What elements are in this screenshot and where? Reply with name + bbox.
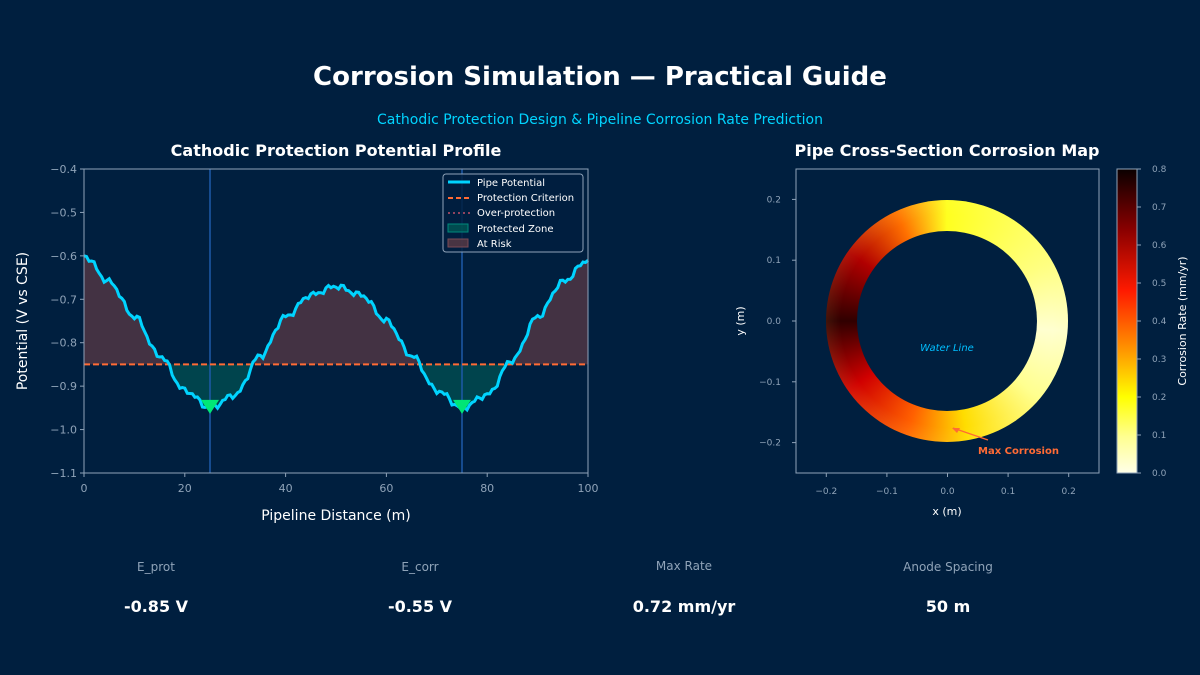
corrosion-x-label: x (m) bbox=[932, 505, 961, 518]
metric-label-anode-spacing: Anode Spacing bbox=[903, 560, 993, 574]
anode-marker-icon bbox=[453, 399, 471, 414]
metric-value-e-prot: -0.85 V bbox=[123, 597, 189, 616]
potential-plot-frame bbox=[83, 168, 589, 474]
y-tick-label: −0.4 bbox=[50, 163, 77, 176]
legend-item: Over-protection bbox=[477, 208, 555, 219]
legend-item: Pipe Potential bbox=[477, 178, 545, 189]
corrosion-y-label: y (m) bbox=[734, 306, 747, 335]
potential-x-label: Pipeline Distance (m) bbox=[261, 508, 410, 524]
legend-item: Protected Zone bbox=[477, 224, 554, 235]
corrosion-map-title: Pipe Cross-Section Corrosion Map bbox=[795, 141, 1100, 160]
colorbar-label: Corrosion Rate (mm/yr) bbox=[1176, 256, 1189, 385]
pipe-ring bbox=[826, 200, 1068, 442]
colorbar-tick-label: 0.2 bbox=[1152, 393, 1166, 403]
y-tick-label: 0.2 bbox=[767, 195, 781, 205]
at-risk-area bbox=[84, 255, 588, 365]
potential-chart-title: Cathodic Protection Potential Profile bbox=[171, 141, 502, 160]
y-tick-label: −1.1 bbox=[50, 467, 77, 480]
colorbar-tick-label: 0.6 bbox=[1152, 241, 1167, 251]
pipe-potential-line bbox=[83, 254, 590, 413]
y-tick-label: −0.1 bbox=[759, 378, 781, 388]
page-subtitle: Cathodic Protection Design & Pipeline Co… bbox=[377, 112, 823, 128]
x-tick-label: 0.1 bbox=[1001, 487, 1015, 497]
colorbar-tick-label: 0.4 bbox=[1152, 317, 1167, 327]
metric-label-e-corr: E_corr bbox=[401, 560, 439, 574]
colorbar-tick-label: 0.5 bbox=[1152, 279, 1166, 289]
y-tick-label: −0.9 bbox=[50, 380, 77, 393]
x-tick-label: 60 bbox=[379, 482, 393, 495]
metric-value-anode-spacing: 50 m bbox=[925, 597, 971, 616]
x-tick-label: 0.0 bbox=[940, 487, 955, 497]
page-title: Corrosion Simulation — Practical Guide bbox=[313, 62, 887, 92]
x-tick-label: 80 bbox=[480, 482, 494, 495]
legend-item: At Risk bbox=[477, 239, 512, 250]
max-corrosion-arrow bbox=[952, 427, 989, 441]
x-tick-label: 40 bbox=[279, 482, 293, 495]
colorbar-tick-label: 0.1 bbox=[1152, 431, 1166, 441]
max-corrosion-label: Max Corrosion bbox=[978, 446, 1059, 457]
legend-swatch-risk bbox=[447, 238, 469, 248]
potential-y-label: Potential (V vs CSE) bbox=[15, 252, 31, 390]
metric-label-max-rate: Max Rate bbox=[655, 559, 713, 573]
colorbar bbox=[1116, 168, 1138, 474]
colorbar-tick-label: 0.3 bbox=[1152, 355, 1166, 365]
x-tick-label: −0.2 bbox=[815, 487, 837, 497]
legend-item: Protection Criterion bbox=[477, 193, 574, 204]
y-tick-label: −1.0 bbox=[50, 424, 77, 437]
x-tick-label: 100 bbox=[578, 482, 599, 495]
y-tick-label: −0.2 bbox=[759, 439, 781, 449]
legend-swatch-protected bbox=[447, 223, 469, 233]
y-tick-label: −0.5 bbox=[50, 206, 77, 219]
anode-marker-icon bbox=[201, 399, 219, 414]
metric-value-e-corr: -0.55 V bbox=[387, 597, 453, 616]
y-tick-label: −0.6 bbox=[50, 250, 77, 263]
y-tick-label: −0.7 bbox=[50, 293, 77, 306]
metric-label-e-prot: E_prot bbox=[137, 560, 175, 574]
arrow-head-icon bbox=[952, 428, 960, 433]
x-tick-label: 0 bbox=[81, 482, 88, 495]
colorbar-tick-label: 0.8 bbox=[1152, 165, 1167, 175]
x-tick-label: −0.1 bbox=[876, 487, 898, 497]
corrosion-ticks: −0.2 −0.1 0.0 0.1 0.2 0.2 0.1 0.0 −0.1 −0.2 bbox=[759, 195, 1076, 497]
metric-value-max-rate: 0.72 mm/yr bbox=[632, 597, 736, 616]
potential-chart: 0 20 40 60 80 100 −0.4 −0.5 −0.6 −0.7 −0.8 −0.9 −1.0… bbox=[50, 163, 598, 495]
y-tick-label: 0.0 bbox=[767, 317, 782, 327]
colorbar-tick-label: 0.7 bbox=[1152, 203, 1166, 213]
x-tick-label: 20 bbox=[178, 482, 192, 495]
y-tick-label: 0.1 bbox=[767, 256, 781, 266]
y-tick-label: −0.8 bbox=[50, 337, 77, 350]
x-tick-label: 0.2 bbox=[1062, 487, 1076, 497]
colorbar-tick-label: 0.0 bbox=[1152, 469, 1167, 479]
potential-legend: Pipe Potential Protection Criterion Over… bbox=[442, 173, 584, 253]
water-line-label: Water Line bbox=[920, 343, 974, 354]
colorbar-ticks: 0.8 0.7 0.6 0.5 0.4 0.3 0.2 0.1 0.0 bbox=[1137, 165, 1167, 479]
protected-zone-area bbox=[84, 364, 588, 410]
